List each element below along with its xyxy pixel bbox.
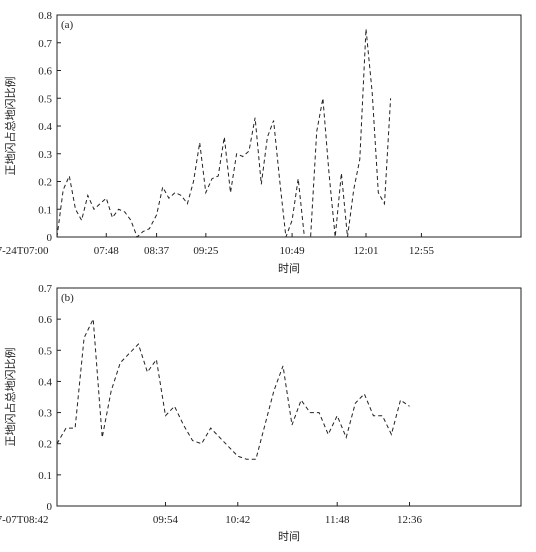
x-axis-title-a: 时间 <box>278 262 300 275</box>
y-tick-label: 0.6 <box>38 314 52 326</box>
panel-label-a: (a) <box>61 19 74 31</box>
panel-b: (b) 0 0.1 0.2 0.3 0.4 0.5 0.6 0.7 2007-07-07T08… <box>0 283 522 543</box>
x-axis-a: 2006-07-24T07:00 07:48 08:37 09:25 10:49 12:0… <box>0 233 434 257</box>
panel-a: (a) 0 0.1 0.2 0.3 0.4 0.5 0.6 0.7 0.8 2006-07-24… <box>0 10 522 275</box>
y-tick-label: 0.1 <box>38 470 52 482</box>
y-tick-label: 0.6 <box>38 66 52 78</box>
y-axis-title-b: 正地闪占总地闪比例 <box>3 348 17 447</box>
series-line-a <box>56 28 392 238</box>
x-axis-title-b: 时间 <box>278 530 300 543</box>
x-tick-label: 09:54 <box>153 514 179 526</box>
series-line-b <box>56 317 410 460</box>
x-tick-label: 2007-07-07T08:42 <box>0 514 49 526</box>
x-tick-label: 08:37 <box>144 245 170 257</box>
x-tick-label: 10:49 <box>280 245 306 257</box>
plot-frame-b <box>56 287 522 507</box>
x-tick-label: 10:42 <box>225 514 250 526</box>
x-axis-b: 2007-07-07T08:42 09:54 10:42 11:48 12:36 <box>0 502 423 526</box>
panel-label-b: (b) <box>61 292 74 304</box>
y-tick-label: 0 <box>47 232 53 244</box>
x-tick-label: 2006-07-24T07:00 <box>0 245 49 257</box>
y-tick-label: 0.1 <box>38 204 52 216</box>
y-tick-label: 0.5 <box>38 93 52 105</box>
x-tick-label: 11:48 <box>325 514 350 526</box>
plot-frame-a <box>56 14 522 238</box>
y-tick-label: 0.3 <box>38 149 52 161</box>
y-axis-title-a: 正地闪占总地闪比例 <box>3 77 17 176</box>
y-tick-label: 0.4 <box>38 121 52 133</box>
y-tick-label: 0.7 <box>38 38 52 50</box>
y-axis-a: 0 0.1 0.2 0.3 0.4 0.5 0.6 0.7 0.8 <box>38 10 61 244</box>
x-tick-label: 07:48 <box>94 245 120 257</box>
y-tick-label: 0.8 <box>38 10 52 22</box>
x-tick-label: 09:25 <box>193 245 219 257</box>
y-tick-label: 0.4 <box>38 376 52 388</box>
y-tick-label: 0.3 <box>38 408 52 420</box>
y-tick-label: 0.2 <box>38 177 52 189</box>
y-tick-label: 0.5 <box>38 345 52 357</box>
x-tick-label: 12:01 <box>353 245 378 257</box>
y-axis-b: 0 0.1 0.2 0.3 0.4 0.5 0.6 0.7 <box>38 283 61 513</box>
y-tick-label: 0.7 <box>38 283 52 295</box>
y-tick-label: 0.2 <box>38 439 52 451</box>
x-tick-label: 12:36 <box>397 514 423 526</box>
y-tick-label: 0 <box>47 501 53 513</box>
x-tick-label: 12:55 <box>409 245 435 257</box>
